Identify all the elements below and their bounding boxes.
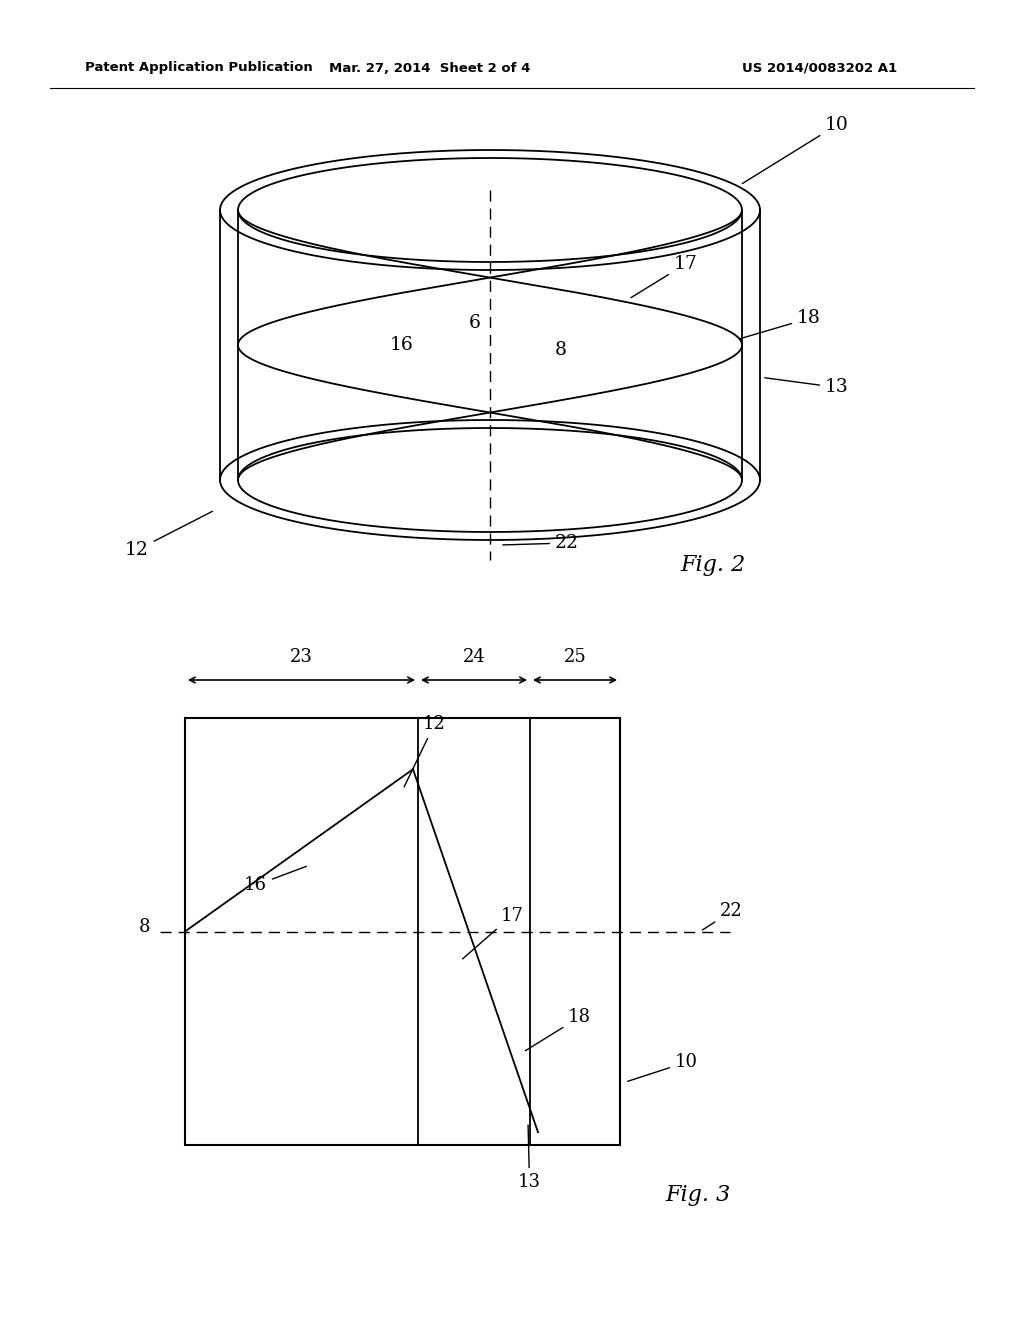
Text: 12: 12 [125,511,213,558]
Text: 17: 17 [463,907,523,958]
Text: 17: 17 [631,255,697,297]
Text: 24: 24 [463,648,485,667]
Text: 10: 10 [742,116,849,183]
Text: 12: 12 [404,715,445,787]
Text: US 2014/0083202 A1: US 2014/0083202 A1 [742,62,898,74]
Text: 8: 8 [139,917,151,936]
Text: Fig. 2: Fig. 2 [680,554,745,576]
Text: Mar. 27, 2014  Sheet 2 of 4: Mar. 27, 2014 Sheet 2 of 4 [330,62,530,74]
Text: 23: 23 [290,648,313,667]
Text: 16: 16 [244,866,306,895]
Text: 22: 22 [702,903,742,931]
Text: 8: 8 [555,342,566,359]
Text: 6: 6 [469,314,481,333]
Text: Patent Application Publication: Patent Application Publication [85,62,312,74]
Text: 18: 18 [525,1008,591,1051]
Text: 22: 22 [503,535,579,552]
Text: 16: 16 [390,337,414,354]
Text: Fig. 3: Fig. 3 [665,1184,730,1206]
Bar [185,718,620,1144]
Text: 13: 13 [518,1125,541,1191]
Text: 10: 10 [628,1053,698,1081]
Text: 18: 18 [739,309,821,339]
Text: 25: 25 [563,648,587,667]
Text: 13: 13 [765,378,849,396]
